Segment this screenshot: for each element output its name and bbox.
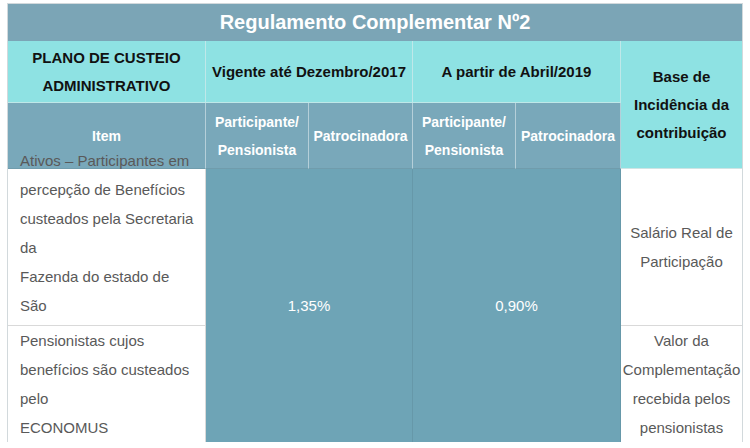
header-a-partir-abril-2019: A partir de Abril/2019	[413, 41, 621, 103]
subheader-participante-pensionista-1: Participante/ Pensionista	[206, 103, 309, 169]
table-title: Regulamento Complementar Nº2	[8, 4, 742, 41]
header-plano-custeio: PLANO DE CUSTEIO ADMINISTRATIVO	[8, 41, 206, 103]
subheader-participante-pensionista-2: Participante/ Pensionista	[413, 103, 516, 169]
cell-base-valor-complementacao: Valor da Complementação recebida pelos p…	[621, 326, 742, 442]
cell-rate-vigente-2017: 1,35%	[206, 169, 413, 442]
header-base-incidencia: Base de Incidência da contribuição	[621, 41, 742, 169]
regulamento-table: Regulamento Complementar Nº2 PLANO DE CU…	[7, 3, 743, 442]
subheader-patrocinadora-1: Patrocinadora	[309, 103, 413, 169]
cell-item-pensionistas: Pensionistas cujos benefícios são custea…	[8, 326, 206, 442]
page: Regulamento Complementar Nº2 PLANO DE CU…	[0, 0, 750, 448]
subheader-patrocinadora-2: Patrocinadora	[516, 103, 621, 169]
cell-rate-partir-2019: 0,90%	[413, 169, 621, 442]
cell-item-ativos: Ativos – Participantes em percepção de B…	[8, 169, 206, 326]
header-vigente-dezembro-2017: Vigente até Dezembro/2017	[206, 41, 413, 103]
cell-base-salario-real: Salário Real de Participação	[621, 169, 742, 326]
